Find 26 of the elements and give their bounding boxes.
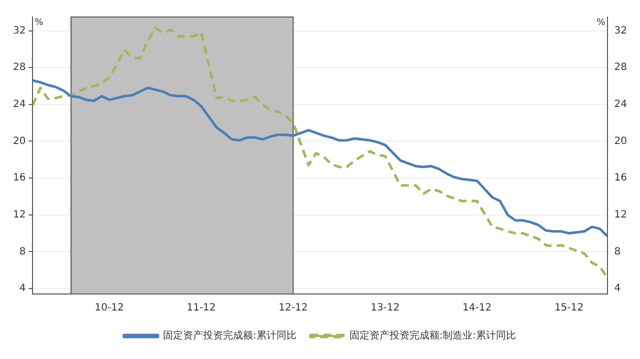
- legend-label: 固定资产投资完成额:累计同比: [162, 330, 296, 342]
- x-tick-label: 10-12: [94, 302, 124, 314]
- y2-tick-label: 12: [614, 209, 628, 220]
- y2-tick-label: 16: [614, 172, 628, 184]
- y-axis-title: %: [34, 18, 44, 28]
- y2-axis-title: %: [596, 18, 606, 28]
- y-tick-label: 32: [12, 25, 26, 36]
- y-tick-label: 12: [12, 209, 26, 220]
- y2-tick-label: 4: [614, 283, 621, 294]
- x-tick-label: 12-12: [278, 302, 308, 314]
- x-tick-label: 11-12: [186, 302, 216, 314]
- x-tick-label: 14-12: [462, 302, 492, 314]
- x-tick-label: 13-12: [370, 302, 400, 314]
- y-tick-label: 4: [19, 283, 26, 294]
- y2-tick-label: 8: [614, 246, 621, 258]
- y-tick-label: 16: [12, 172, 26, 184]
- y2-tick-label: 32: [614, 25, 628, 36]
- y2-tick-label: 28: [614, 62, 628, 74]
- y-tick-label: 20: [12, 136, 26, 147]
- y2-tick-label: 20: [614, 136, 628, 147]
- y-tick-label: 28: [12, 62, 26, 74]
- y-tick-label: 8: [19, 246, 26, 258]
- y2-tick-label: 24: [614, 99, 628, 110]
- y-tick-label: 24: [12, 99, 26, 110]
- x-tick-label: 15-12: [554, 302, 584, 314]
- legend-label: 固定资产投资完成额:制造业:累计同比: [349, 330, 516, 342]
